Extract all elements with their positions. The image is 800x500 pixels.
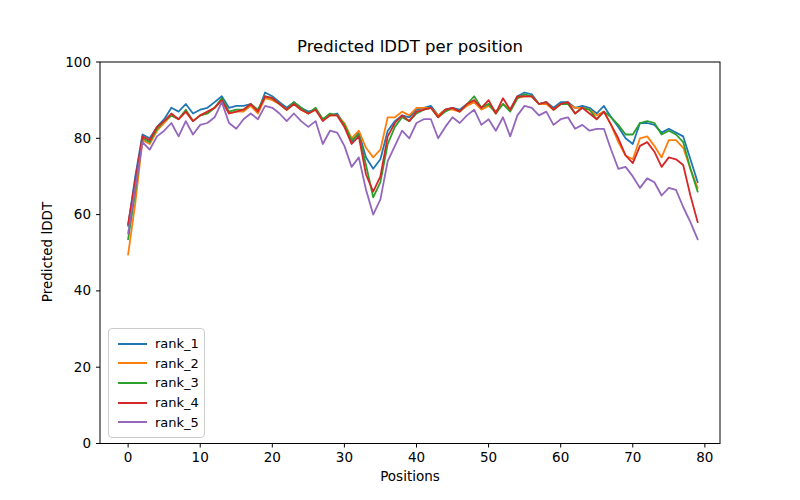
x-tick-label: 0 bbox=[124, 449, 133, 465]
legend-line-swatch bbox=[118, 362, 147, 364]
y-tick-label: 0 bbox=[82, 435, 91, 451]
legend-entry-rank_3: rank_3 bbox=[118, 376, 195, 389]
legend-label: rank_3 bbox=[155, 376, 199, 389]
x-tick-label: 30 bbox=[336, 449, 353, 465]
y-axis-label: Predicted lDDT bbox=[39, 202, 55, 302]
legend-line-swatch bbox=[118, 343, 147, 345]
legend-label: rank_4 bbox=[155, 396, 199, 409]
x-tick-label: 50 bbox=[480, 449, 497, 465]
legend-label: rank_5 bbox=[155, 416, 199, 429]
y-tick-label: 80 bbox=[74, 130, 91, 146]
y-tick-label: 20 bbox=[74, 359, 91, 375]
x-tick-label: 60 bbox=[552, 449, 569, 465]
x-axis-label: Positions bbox=[100, 468, 720, 484]
legend-entry-rank_2: rank_2 bbox=[118, 357, 195, 370]
legend-entry-rank_5: rank_5 bbox=[118, 416, 195, 429]
legend-label: rank_2 bbox=[155, 357, 199, 370]
legend-line-swatch bbox=[118, 421, 147, 423]
x-tick-label: 80 bbox=[696, 449, 713, 465]
x-tick-label: 40 bbox=[408, 449, 425, 465]
legend-line-swatch bbox=[118, 402, 147, 404]
y-tick-label: 40 bbox=[74, 282, 91, 298]
x-tick-label: 70 bbox=[624, 449, 641, 465]
legend-entry-rank_1: rank_1 bbox=[118, 337, 195, 350]
legend: rank_1 rank_2 rank_3 rank_4 rank_5 bbox=[108, 328, 205, 438]
legend-entry-rank_4: rank_4 bbox=[118, 396, 195, 409]
y-tick-label: 100 bbox=[65, 54, 91, 70]
series-line-rank_4 bbox=[128, 96, 698, 224]
figure: Predicted lDDT per position 010203040506… bbox=[0, 0, 800, 500]
x-tick-label: 10 bbox=[192, 449, 209, 465]
legend-line-swatch bbox=[118, 382, 147, 384]
x-tick-label: 20 bbox=[264, 449, 281, 465]
y-tick-label: 60 bbox=[74, 206, 91, 222]
legend-label: rank_1 bbox=[155, 337, 199, 350]
series-line-rank_5 bbox=[128, 102, 698, 239]
